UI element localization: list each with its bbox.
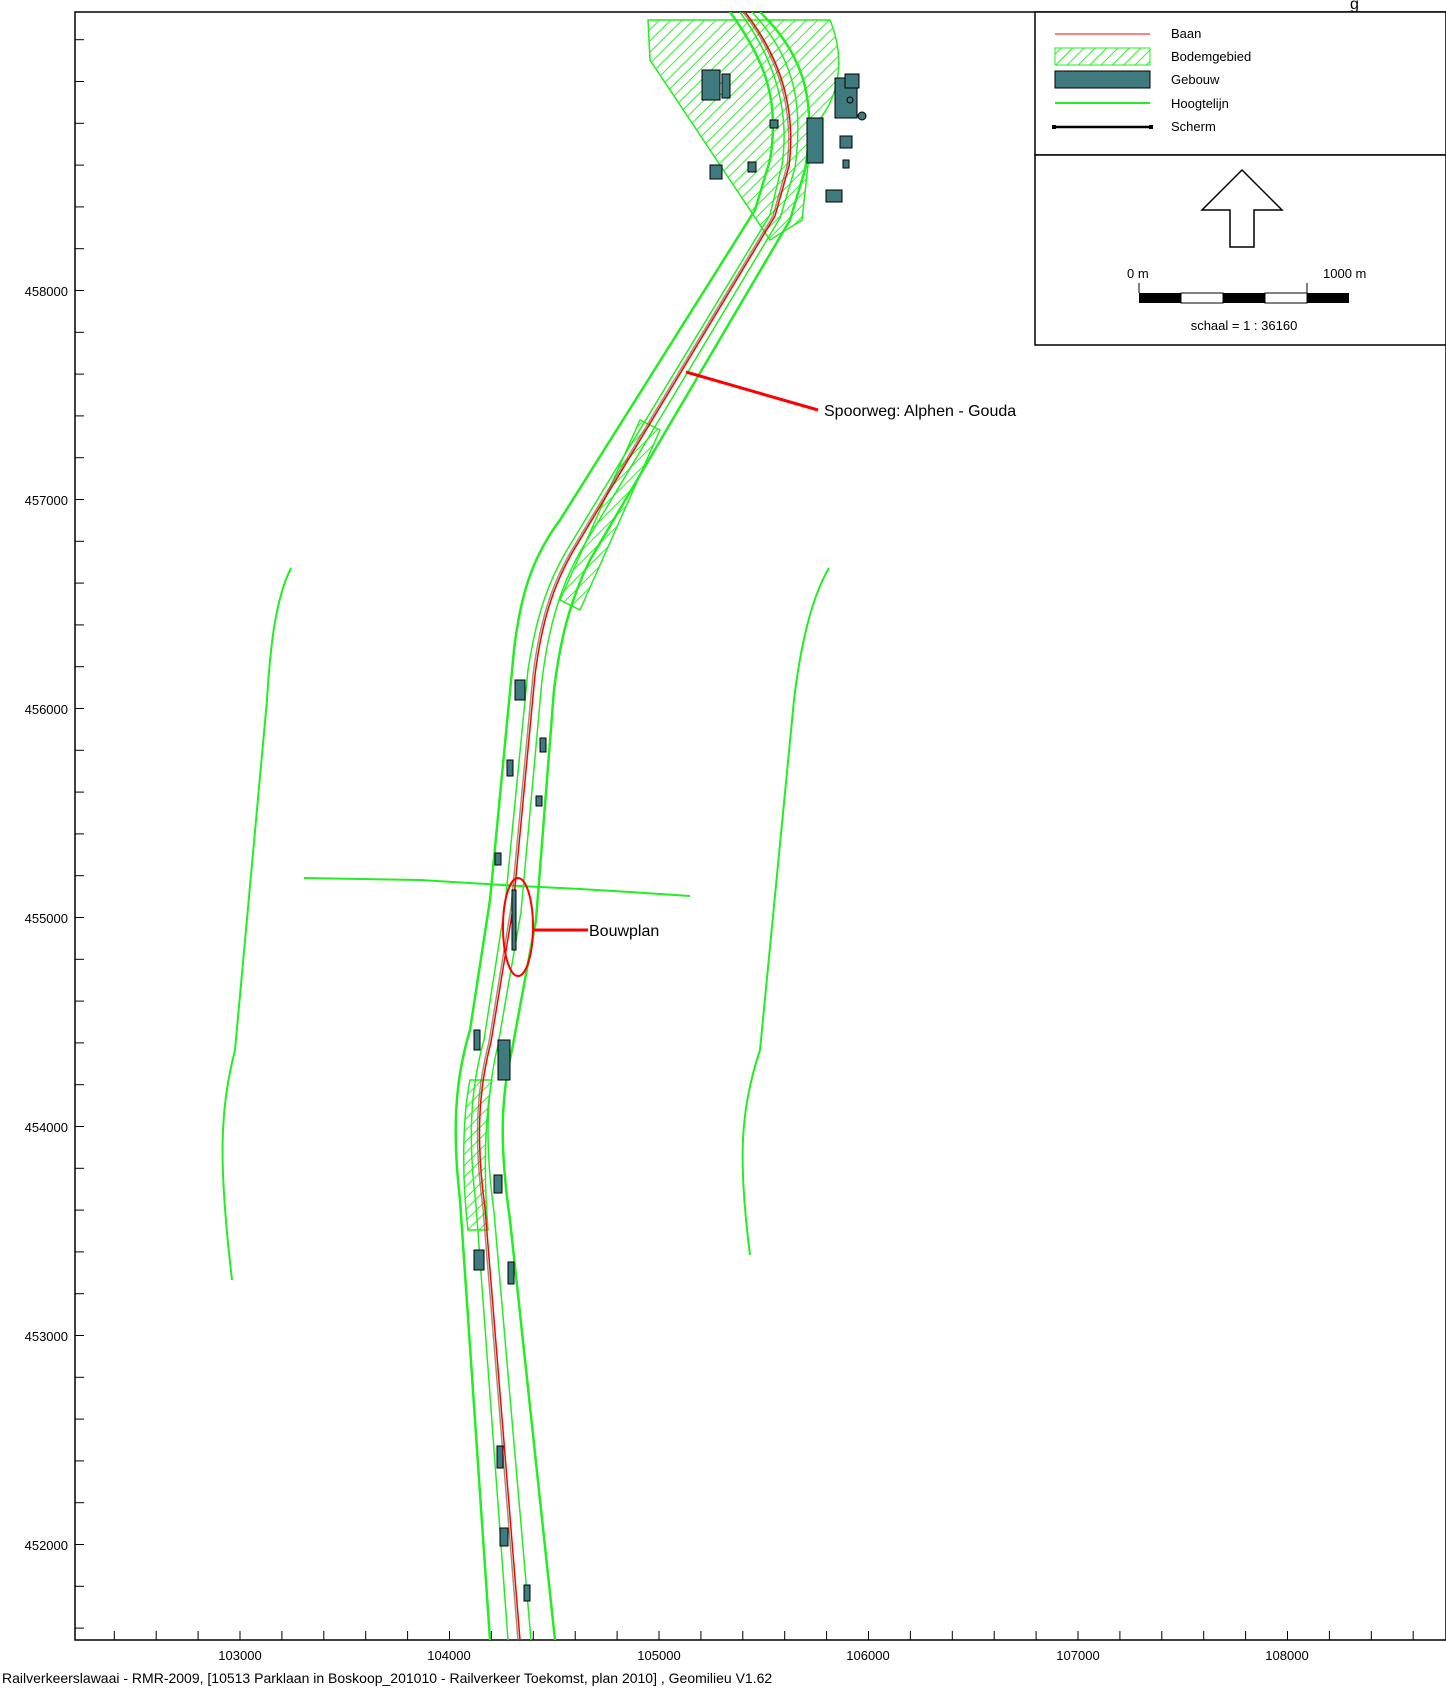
building [499,1527,509,1547]
railway-track [478,12,792,1640]
building [709,164,723,180]
building [506,759,514,777]
scale-bar-seg [1264,292,1308,304]
x-tick-label: 105000 [637,1648,680,1663]
scale-end-label: 1000 m [1323,266,1366,281]
x-tick-label: 103000 [218,1648,261,1663]
bodemgebied-symbol [1054,47,1151,66]
building [473,1029,481,1051]
x-tick-label: 108000 [1265,1648,1308,1663]
scale-bar-seg [1139,293,1181,303]
legend-item-label: Hoogtelijn [1171,96,1229,111]
legend-item-label: Bodemgebied [1171,49,1251,64]
building [825,189,843,203]
legend-item-label: Baan [1171,26,1201,41]
scale-box: 0 m 1000 m schaal = 1 : 36160 [1034,154,1446,346]
railway-track-shadow [476,12,790,1640]
x-tick-label: 107000 [1056,1648,1099,1663]
bouwplan-marker [502,877,534,977]
scale-bar-seg [1223,293,1265,303]
building [473,1249,485,1271]
building [535,795,543,807]
building [842,159,850,169]
corner-text: g [1350,0,1359,13]
soil-area-bend [559,418,661,612]
y-tick-label: 457000 [25,493,68,508]
corridor-inner-east [487,12,799,1640]
x-axis-labels: 103000 104000 105000 106000 107000 10800… [218,1648,1308,1663]
building [507,1261,515,1285]
scale-start-label: 0 m [1127,266,1149,281]
y-axis-labels: 458000 457000 456000 455000 454000 45300… [25,284,68,1553]
y-tick-label: 455000 [25,911,68,926]
contour-line-east [741,567,830,1256]
building [701,69,721,101]
legend: Baan Bodemgebied Gebouw Hoogtelijn Scher… [1034,11,1446,156]
building [806,117,824,164]
building [769,119,779,129]
building [514,679,526,701]
contour-line-west [221,567,292,1281]
building [844,73,860,89]
building [493,1174,503,1194]
railway-leader-line [685,370,819,412]
building [539,737,547,753]
north-arrow-icon [1200,168,1284,248]
footer-caption: Railverkeerslawaai - RMR-2009, [10513 Pa… [2,1670,772,1686]
buildings-north [701,69,867,203]
building [496,1445,504,1469]
x-tick-label: 104000 [427,1648,470,1663]
x-tick-label: 106000 [846,1648,889,1663]
building [497,1039,511,1081]
bouwplan-label: Bouwplan [589,923,659,940]
building [523,1584,531,1602]
corridor-boundary-east [501,12,811,1640]
legend-item-label: Scherm [1171,119,1216,134]
corridor-boundary-west [454,12,775,1640]
legend-item-label: Gebouw [1171,72,1220,87]
y-tick-label: 458000 [25,284,68,299]
building [846,96,854,104]
building [839,135,853,149]
building [511,889,517,951]
scale-bar-seg [1180,292,1224,304]
building [494,852,502,866]
scale-bar-seg [1307,293,1349,303]
scale-ratio-label: schaal = 1 : 36160 [1191,318,1298,333]
building [857,111,867,121]
gebouw-symbol [1054,70,1151,89]
contour-line-cross [303,877,691,897]
buildings-corridor [473,679,547,1602]
corridor-inner-west [470,12,785,1640]
railway-label: Spoorweg: Alphen - Gouda [824,403,1016,420]
y-tick-label: 456000 [25,702,68,717]
axis-ticks [75,39,1414,1640]
y-tick-label: 453000 [25,1329,68,1344]
y-tick-label: 452000 [25,1538,68,1553]
y-tick-label: 454000 [25,1120,68,1135]
building [721,73,731,99]
building [747,161,757,173]
